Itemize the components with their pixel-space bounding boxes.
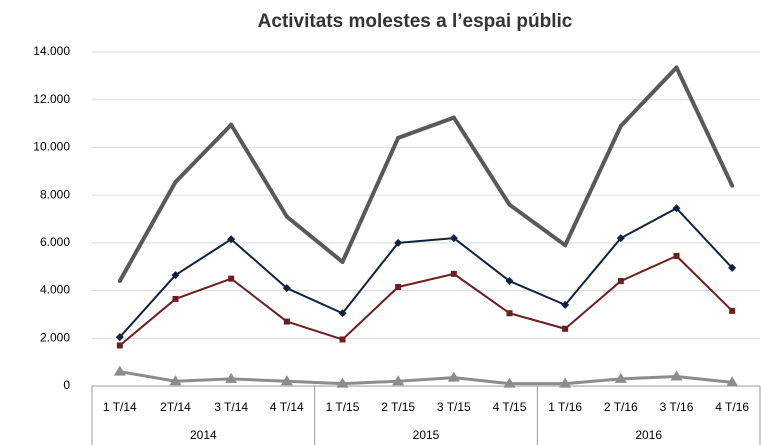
line bbox=[118, 65, 734, 283]
marker bbox=[283, 318, 290, 325]
marker bbox=[116, 342, 123, 349]
marker bbox=[280, 375, 293, 386]
marker bbox=[115, 333, 124, 342]
marker bbox=[559, 377, 572, 388]
marker bbox=[394, 238, 403, 247]
marker bbox=[674, 65, 679, 70]
marker bbox=[505, 277, 514, 286]
y-tick-label: 0 bbox=[63, 378, 70, 392]
x-tick-label: 2T/14 bbox=[160, 400, 191, 414]
marker bbox=[172, 295, 179, 302]
marker bbox=[673, 252, 680, 259]
x-tick-label: 4 T/16 bbox=[715, 400, 749, 414]
marker bbox=[117, 279, 122, 284]
y-tick-label: 8.000 bbox=[40, 187, 70, 201]
marker bbox=[450, 270, 457, 277]
x-tick-label: 2 T/16 bbox=[604, 400, 638, 414]
marker bbox=[730, 183, 735, 188]
marker bbox=[447, 371, 460, 382]
marker bbox=[340, 259, 345, 264]
chart-title: Activitats molestes a l’espai públic bbox=[258, 11, 573, 32]
marker bbox=[563, 243, 568, 248]
marker bbox=[225, 372, 238, 383]
marker bbox=[616, 234, 625, 243]
x-tick-label: 3 T/14 bbox=[214, 400, 248, 414]
y-tick-label: 6.000 bbox=[40, 235, 70, 249]
x-tick-label: 1 T/15 bbox=[326, 400, 360, 414]
marker bbox=[561, 300, 570, 309]
x-tick-label: 4 T/15 bbox=[493, 400, 527, 414]
marker bbox=[173, 180, 178, 185]
x-tick-label: 1 T/14 bbox=[103, 400, 137, 414]
marker bbox=[726, 376, 739, 387]
x-tick-label: 3 T/15 bbox=[437, 400, 471, 414]
marker bbox=[395, 283, 402, 290]
marker bbox=[113, 365, 126, 376]
marker bbox=[284, 214, 289, 219]
y-tick-label: 12.000 bbox=[33, 92, 70, 106]
marker bbox=[506, 310, 513, 317]
y-tick-label: 4.000 bbox=[40, 283, 70, 297]
y-tick-label: 14.000 bbox=[33, 44, 70, 58]
group-label: 2015 bbox=[413, 428, 440, 442]
x-tick-label: 1 T/16 bbox=[548, 400, 582, 414]
marker bbox=[169, 375, 182, 386]
group-label: 2014 bbox=[190, 428, 217, 442]
marker bbox=[503, 377, 516, 388]
x-tick-label: 3 T/16 bbox=[660, 400, 694, 414]
x-tick-label: 2 T/15 bbox=[381, 400, 415, 414]
marker bbox=[672, 204, 681, 213]
line bbox=[119, 207, 733, 338]
marker bbox=[171, 271, 180, 280]
marker bbox=[614, 372, 627, 383]
marker bbox=[617, 278, 624, 285]
marker bbox=[228, 275, 235, 282]
y-tick-label: 2.000 bbox=[40, 330, 70, 344]
marker bbox=[339, 336, 346, 343]
marker bbox=[451, 115, 456, 120]
marker bbox=[392, 375, 405, 386]
marker bbox=[507, 202, 512, 207]
marker bbox=[338, 309, 347, 318]
marker bbox=[336, 377, 349, 388]
marker bbox=[670, 370, 683, 381]
marker bbox=[729, 307, 736, 314]
y-tick-label: 10.000 bbox=[33, 140, 70, 154]
marker bbox=[396, 135, 401, 140]
line bbox=[119, 254, 733, 347]
marker bbox=[728, 263, 737, 272]
marker bbox=[227, 235, 236, 244]
marker bbox=[618, 123, 623, 128]
marker bbox=[282, 284, 291, 293]
marker bbox=[449, 234, 458, 243]
x-tick-label: 4 T/14 bbox=[270, 400, 304, 414]
marker bbox=[229, 122, 234, 127]
line bbox=[119, 370, 733, 386]
marker bbox=[562, 325, 569, 332]
group-label: 2016 bbox=[635, 428, 662, 442]
